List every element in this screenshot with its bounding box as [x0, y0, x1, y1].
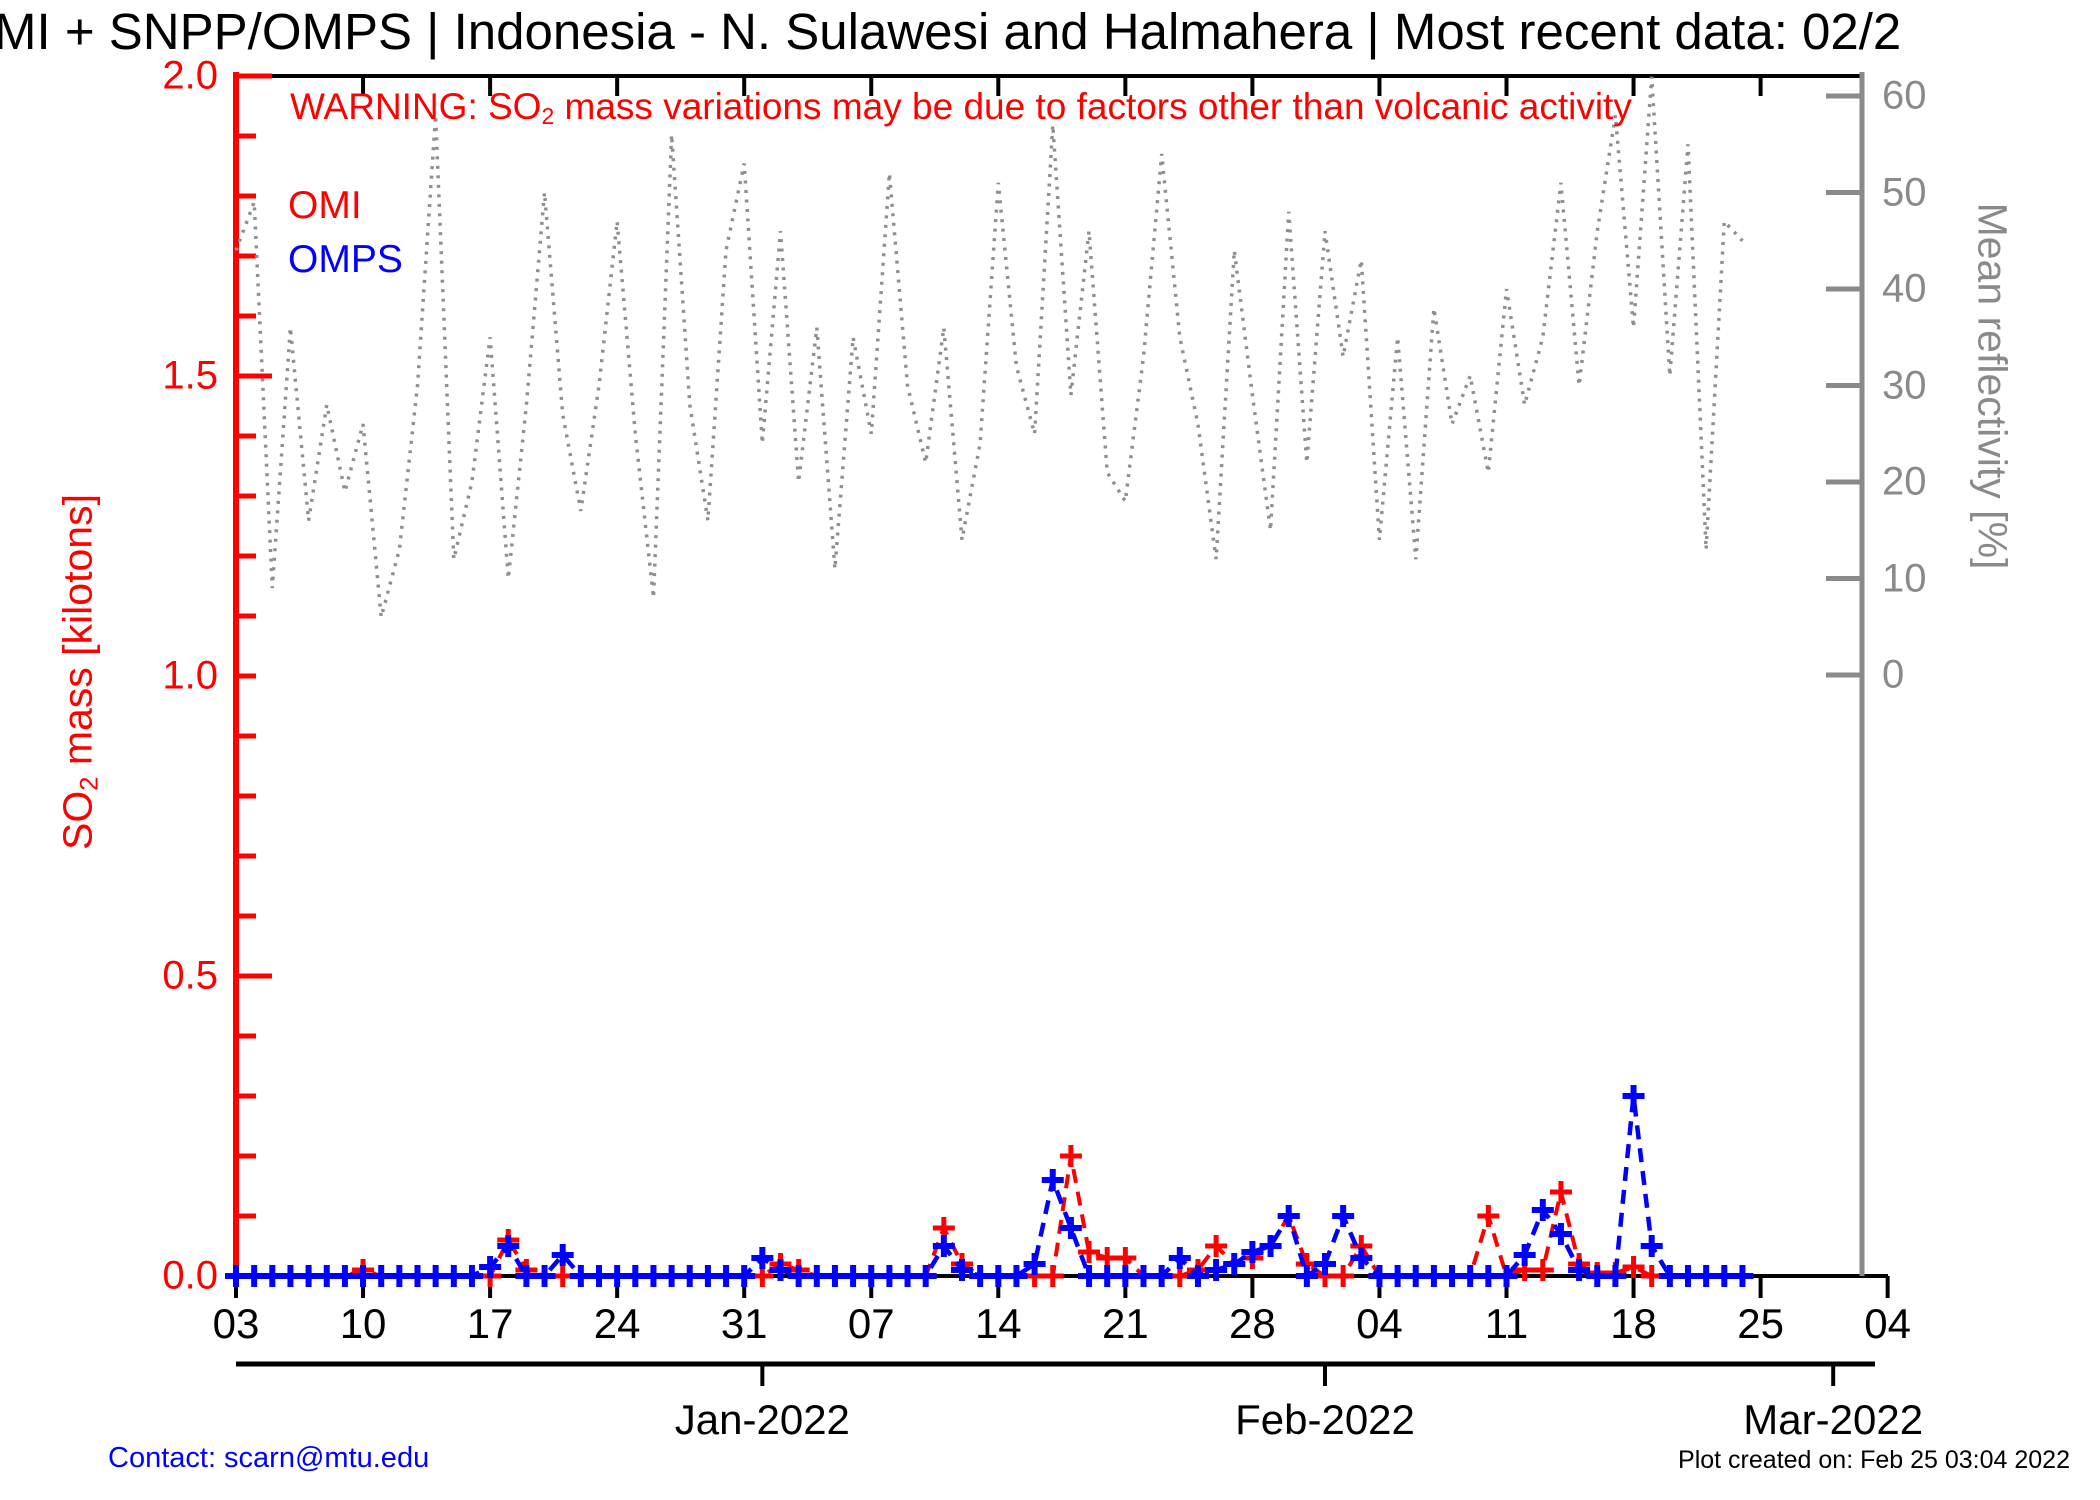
- y-tick-label-left: 2.0: [162, 53, 218, 98]
- legend-entry-omi: OMI: [288, 184, 362, 227]
- left-axis-label: SO2 mass [kilotons]: [54, 494, 104, 850]
- y-tick-label-right: 30: [1882, 363, 1927, 407]
- y-tick-label-right: 50: [1882, 170, 1927, 214]
- x-tick-label: 31: [720, 1300, 768, 1347]
- x-tick-label: 04: [1864, 1300, 1911, 1347]
- omps-markers: [225, 1085, 1754, 1287]
- y-tick-label-left: 1.5: [162, 353, 218, 398]
- month-tick-label: Jan-2022: [674, 1396, 850, 1443]
- y-tick-label-right: 10: [1882, 556, 1927, 600]
- x-tick-label: 25: [1737, 1300, 1784, 1347]
- y-tick-label-right: 60: [1882, 73, 1927, 118]
- y-tick-label-right: 0: [1882, 652, 1905, 697]
- chart-title: MI + SNPP/OMPS | Indonesia - N. Sulawesi…: [0, 3, 1902, 60]
- x-tick-label: 18: [1610, 1300, 1657, 1347]
- omps-line: [236, 1095, 1743, 1280]
- omi-markers: [225, 1145, 1663, 1287]
- x-tick-label: 14: [974, 1300, 1022, 1347]
- y-tick-label-left: 0.5: [162, 953, 218, 998]
- x-tick-label: 11: [1484, 1300, 1529, 1347]
- right-axis-label: Mean reflectivity [%]: [1969, 202, 2016, 570]
- x-tick-label: 04: [1356, 1300, 1403, 1347]
- month-tick-label: Mar-2022: [1743, 1396, 1924, 1443]
- omi-line: [236, 1155, 1653, 1279]
- x-tick-label: 21: [1101, 1300, 1149, 1347]
- plot-created-timestamp: Plot created on: Feb 25 03:04 2022: [1678, 1446, 2070, 1474]
- x-tick-label: 24: [593, 1300, 641, 1347]
- x-tick-label: 07: [847, 1300, 895, 1347]
- y-tick-label-right: 20: [1882, 459, 1927, 504]
- y-tick-label-left: 0.0: [162, 1253, 218, 1298]
- month-tick-label: Feb-2022: [1235, 1396, 1415, 1443]
- x-tick-label: 03: [212, 1300, 260, 1347]
- x-tick-label: 28: [1229, 1300, 1276, 1347]
- contact-link[interactable]: Contact: scarn@mtu.edu: [108, 1442, 430, 1474]
- x-tick-label: 17: [466, 1300, 514, 1347]
- warning-text: WARNING: SO2 mass variations may be due …: [290, 86, 1632, 130]
- y-tick-label-left: 1.0: [162, 653, 218, 698]
- reflectivity-curve: [234, 76, 1744, 618]
- y-tick-label-right: 40: [1882, 266, 1927, 311]
- x-tick-label: 10: [339, 1300, 387, 1347]
- legend-entry-omps: OMPS: [288, 238, 403, 281]
